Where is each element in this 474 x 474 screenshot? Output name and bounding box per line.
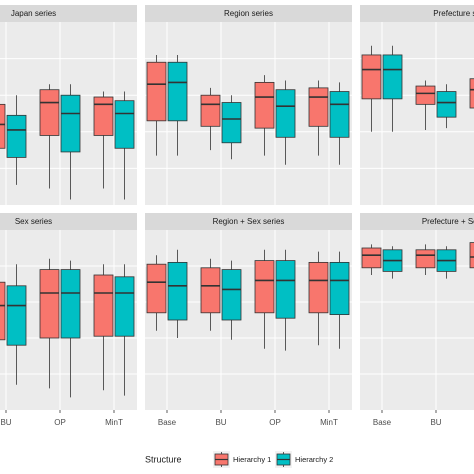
strip-title: Region series	[224, 9, 273, 18]
x-tick-label: BU	[0, 418, 11, 427]
strip-title: Prefecture series	[433, 9, 474, 18]
box	[167, 61, 188, 122]
strip	[0, 213, 137, 230]
box	[254, 260, 275, 314]
box	[93, 96, 114, 136]
x-tick-label: MinT	[105, 418, 123, 427]
panel: Prefecture + Sex series	[360, 213, 474, 410]
box	[275, 260, 296, 319]
panel: Prefecture series	[360, 5, 474, 205]
box	[114, 276, 135, 337]
panel: Sex series	[0, 213, 137, 410]
strip	[145, 5, 352, 22]
x-tick-label: Base	[158, 418, 177, 427]
box	[361, 54, 382, 100]
box	[254, 81, 275, 129]
x-tick-label: BU	[215, 418, 226, 427]
box	[361, 247, 382, 269]
box	[415, 85, 436, 105]
box	[469, 242, 474, 269]
box	[114, 100, 135, 149]
strip-title: Region + Sex series	[213, 217, 285, 226]
box	[39, 89, 60, 136]
strip	[0, 5, 137, 22]
strip	[360, 213, 474, 230]
box	[0, 281, 6, 341]
box	[39, 269, 60, 339]
box	[146, 61, 167, 122]
x-tick-label: MinT	[320, 418, 338, 427]
strip	[360, 5, 474, 22]
box	[436, 91, 457, 118]
x-tick-label: BU	[430, 418, 441, 427]
panel-bg	[360, 22, 474, 205]
box	[60, 94, 81, 153]
box	[6, 114, 27, 158]
box	[382, 54, 403, 100]
legend-label: Hierarchy 1	[233, 455, 271, 464]
panel: Japan series	[0, 5, 137, 205]
panel: Region + Sex series	[145, 213, 352, 410]
panel: Region series	[145, 5, 352, 205]
box	[221, 269, 242, 321]
x-tick-label: Base	[373, 418, 392, 427]
strip-title: Japan series	[11, 9, 56, 18]
box	[308, 87, 329, 127]
box	[146, 263, 167, 314]
box	[469, 78, 474, 109]
strip	[145, 213, 352, 230]
box	[93, 274, 114, 337]
strip-title: Prefecture + Sex series	[422, 217, 474, 226]
box	[60, 269, 81, 339]
box	[167, 261, 188, 321]
legend-title: Structure	[145, 454, 182, 464]
x-tick-label: OP	[269, 418, 281, 427]
box	[0, 103, 6, 149]
box	[275, 89, 296, 138]
box	[415, 249, 436, 269]
strip-title: Sex series	[15, 217, 52, 226]
box	[200, 267, 221, 314]
box	[329, 91, 350, 138]
box	[6, 285, 27, 346]
box	[329, 261, 350, 315]
x-tick-label: OP	[54, 418, 66, 427]
box	[308, 261, 329, 314]
box	[200, 94, 221, 127]
legend-label: Hierarchy 2	[295, 455, 333, 464]
box	[221, 102, 242, 144]
